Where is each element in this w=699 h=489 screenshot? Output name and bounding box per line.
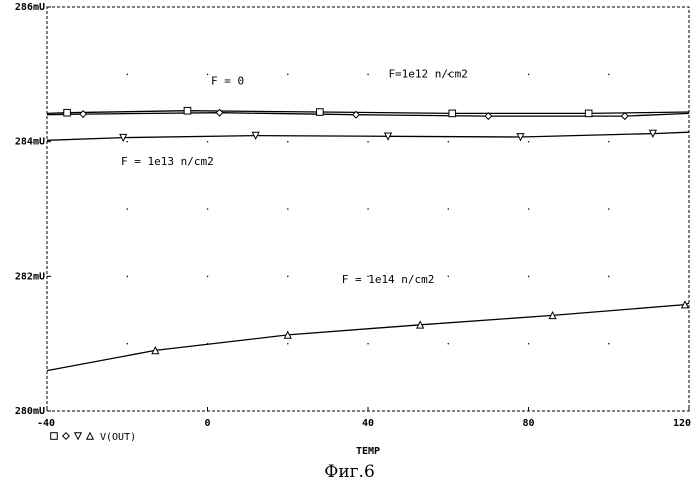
annotation-label: F=1e12 n/cm2 [388, 68, 467, 81]
grid-dot [287, 343, 288, 344]
grid-dot [448, 343, 449, 344]
grid-dot [287, 141, 288, 142]
x-tick-label: 0 [204, 418, 210, 429]
grid-dot [528, 141, 529, 142]
x-axis-label: TEMP [356, 446, 380, 457]
legend-marker-square [51, 433, 58, 440]
annotation-label: F = 1e14 n/cm2 [342, 273, 435, 286]
grid-dot [127, 276, 128, 277]
grid-dot [367, 74, 368, 75]
grid-dot [207, 141, 208, 142]
x-tick-label: 40 [362, 418, 374, 429]
y-tick-label: 284mU [15, 137, 45, 148]
grid-dot [367, 343, 368, 344]
y-tick-label: 286mU [15, 2, 45, 13]
series-markers [64, 107, 689, 353]
y-tick-label: 282mU [15, 271, 45, 282]
point-marker-square [585, 110, 592, 117]
x-tick-label: 80 [522, 418, 534, 429]
grid-dot [528, 74, 529, 75]
grid-dot [448, 276, 449, 277]
series-line-triangle-down [47, 132, 689, 140]
point-marker-square [64, 109, 71, 116]
series-line-triangle-up [47, 303, 689, 370]
grid-dot [127, 208, 128, 209]
legend-markers [51, 433, 94, 440]
point-marker-square [184, 107, 191, 114]
grid-dot [608, 208, 609, 209]
annotation-label: F = 1e13 n/cm2 [121, 155, 214, 168]
series-lines [47, 111, 689, 371]
grid-dot [528, 208, 529, 209]
grid-dot [287, 276, 288, 277]
grid-dot [448, 208, 449, 209]
grid-dot [448, 141, 449, 142]
legend-marker-diamond [63, 433, 70, 440]
grid-dot [367, 208, 368, 209]
point-marker-square [317, 109, 324, 116]
y-axis-ticks: 280mU 282mU 284mU 286mU [15, 2, 51, 417]
annotations: F = 0 F=1e12 n/cm2 F = 1e13 n/cm2 F = 1e14 … [121, 68, 468, 286]
legend-label: V(OUT) [100, 432, 136, 443]
grid-dot [608, 343, 609, 344]
grid-dot [287, 74, 288, 75]
grid-dot [127, 343, 128, 344]
annotation-label: F = 0 [211, 74, 244, 87]
grid-dot [207, 276, 208, 277]
grid-dot [367, 141, 368, 142]
grid-dot [127, 141, 128, 142]
grid-dot [528, 343, 529, 344]
y-tick-label: 280mU [15, 406, 45, 417]
grid-dot [207, 74, 208, 75]
x-axis-ticks: -40 0 40 80 120 [37, 407, 691, 429]
grid-dot [608, 276, 609, 277]
grid-dot [528, 276, 529, 277]
legend: V(OUT) [51, 432, 136, 443]
point-marker-square [449, 110, 456, 117]
point-marker-diamond [622, 113, 629, 120]
x-tick-label: -40 [37, 418, 55, 429]
grid-dot [287, 208, 288, 209]
legend-marker-triangle-up [87, 433, 94, 440]
grid-dot [207, 208, 208, 209]
grid-dot [608, 74, 609, 75]
grid-dot [127, 74, 128, 75]
grid-dot [608, 141, 609, 142]
x-tick-label: 120 [673, 418, 691, 429]
figure-caption: Фиг.6 [0, 462, 699, 482]
legend-marker-triangle-down [75, 433, 82, 440]
